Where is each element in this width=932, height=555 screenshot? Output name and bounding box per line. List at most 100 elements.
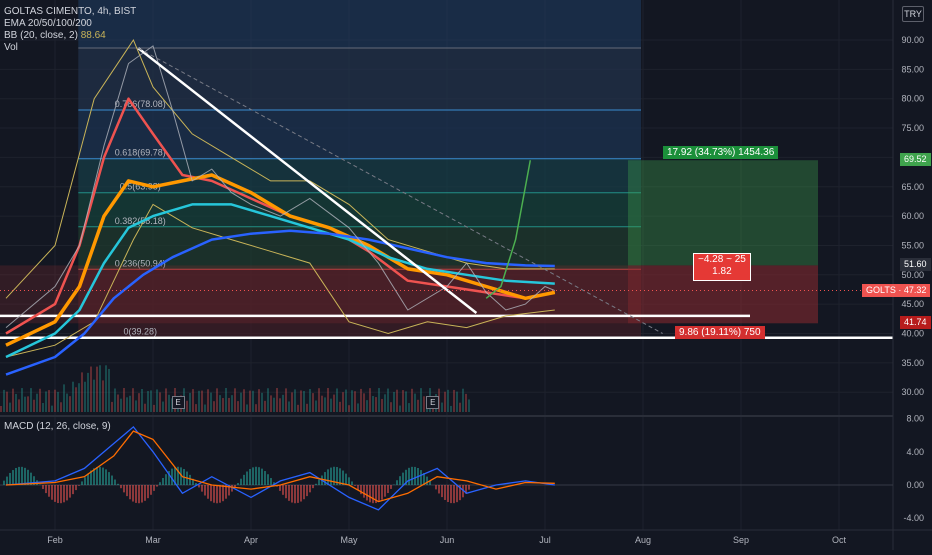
price-axis-tag: 51.60 <box>900 258 931 271</box>
volume-bar <box>294 389 296 412</box>
volume-bar <box>198 391 200 412</box>
macd-histogram-bar <box>456 485 458 502</box>
macd-histogram-bar <box>285 485 287 498</box>
volume-bar <box>234 388 236 412</box>
volume-bar <box>150 390 152 412</box>
volume-bar <box>9 403 11 412</box>
volume-bar <box>342 392 344 412</box>
price-tick-label: 35.00 <box>901 358 924 368</box>
macd-histogram-bar <box>51 485 53 500</box>
macd-histogram-bar <box>144 485 146 501</box>
macd-histogram-bar <box>159 482 161 485</box>
volume-bar <box>195 404 197 412</box>
volume-bar <box>414 394 416 412</box>
volume-bar <box>156 389 158 412</box>
bb-legend[interactable]: BB (20, close, 2) 88.64 <box>4 30 136 42</box>
volume-bar <box>51 406 53 412</box>
macd-histogram-bar <box>102 468 104 485</box>
macd-histogram-bar <box>246 472 248 485</box>
volume-bar <box>96 367 98 412</box>
volume-bar <box>360 389 362 412</box>
volume-bar <box>93 380 95 412</box>
macd-histogram-bar <box>330 468 332 485</box>
macd-histogram-bar <box>129 485 131 499</box>
volume-bar <box>165 388 167 412</box>
currency-button[interactable]: TRY <box>902 6 924 22</box>
volume-bar <box>123 388 125 412</box>
macd-histogram-bar <box>282 485 284 495</box>
volume-bar <box>423 396 425 412</box>
earnings-marker[interactable]: E <box>172 396 185 409</box>
macd-histogram-bar <box>240 479 242 485</box>
macd-histogram-bar <box>315 484 317 485</box>
volume-bar <box>6 392 8 412</box>
volume-bar <box>402 390 404 412</box>
macd-histogram-bar <box>66 485 68 500</box>
macd-histogram-bar <box>441 485 443 497</box>
macd-histogram-bar <box>399 476 401 485</box>
macd-histogram-bar <box>408 468 410 485</box>
volume-bar <box>309 389 311 412</box>
time-tick-label: Feb <box>47 535 63 545</box>
price-tick-label: 30.00 <box>901 387 924 397</box>
volume-bar <box>204 405 206 412</box>
volume-bar <box>264 401 266 412</box>
vol-legend[interactable]: Vol <box>4 42 136 54</box>
volume-bar <box>48 390 50 412</box>
earnings-marker[interactable]: E <box>426 396 439 409</box>
volume-bar <box>345 390 347 412</box>
macd-legend[interactable]: MACD (12, 26, close, 9) <box>4 421 111 433</box>
macd-histogram-bar <box>213 485 215 503</box>
volume-bar <box>66 394 68 412</box>
macd-histogram-bar <box>450 485 452 503</box>
volume-bar <box>453 390 455 412</box>
volume-bar <box>78 383 80 412</box>
volume-bar <box>378 388 380 412</box>
time-tick-label: Apr <box>244 535 258 545</box>
macd-histogram-bar <box>438 485 440 493</box>
volume-bar <box>330 399 332 412</box>
macd-histogram-bar <box>411 467 413 485</box>
volume-bar <box>162 402 164 412</box>
macd-histogram-bar <box>255 467 257 485</box>
volume-bar <box>390 402 392 412</box>
macd-histogram-bar <box>384 485 386 497</box>
volume-bar <box>36 394 38 412</box>
symbol-title[interactable]: GOLTAS CIMENTO, 4h, BIST <box>4 6 136 18</box>
volume-bar <box>324 397 326 412</box>
macd-tick-label: 4.00 <box>906 447 924 457</box>
macd-histogram-bar <box>150 485 152 495</box>
stop-label: 9.86 (19.11%) 750 <box>675 326 765 339</box>
volume-bar <box>363 393 365 412</box>
macd-histogram-bar <box>351 481 353 485</box>
macd-histogram-bar <box>120 485 122 488</box>
ema-legend[interactable]: EMA 20/50/100/200 <box>4 18 136 30</box>
macd-histogram-bar <box>42 485 44 489</box>
macd-histogram-bar <box>249 469 251 485</box>
macd-histogram-bar <box>69 485 71 498</box>
macd-histogram-bar <box>309 485 311 492</box>
volume-bar <box>201 391 203 412</box>
volume-bar <box>291 392 293 412</box>
volume-bar <box>231 395 233 412</box>
volume-bar <box>285 388 287 412</box>
volume-bar <box>354 391 356 412</box>
macd-histogram-bar <box>96 467 98 485</box>
volume-bar <box>297 405 299 412</box>
macd-histogram-bar <box>300 485 302 502</box>
fib-level-label: 0(39.28) <box>124 327 158 337</box>
risk-reward-line1: −4.28 ~ 25 <box>698 254 746 266</box>
macd-histogram-bar <box>369 485 371 502</box>
volume-bar <box>252 391 254 412</box>
volume-bar <box>0 406 2 412</box>
macd-histogram-bar <box>342 471 344 485</box>
time-tick-label: Oct <box>832 535 847 545</box>
volume-bar <box>339 402 341 412</box>
macd-histogram-bar <box>279 485 281 491</box>
macd-histogram-bar <box>447 485 449 502</box>
volume-bar <box>456 392 458 412</box>
macd-histogram-bar <box>453 485 455 503</box>
